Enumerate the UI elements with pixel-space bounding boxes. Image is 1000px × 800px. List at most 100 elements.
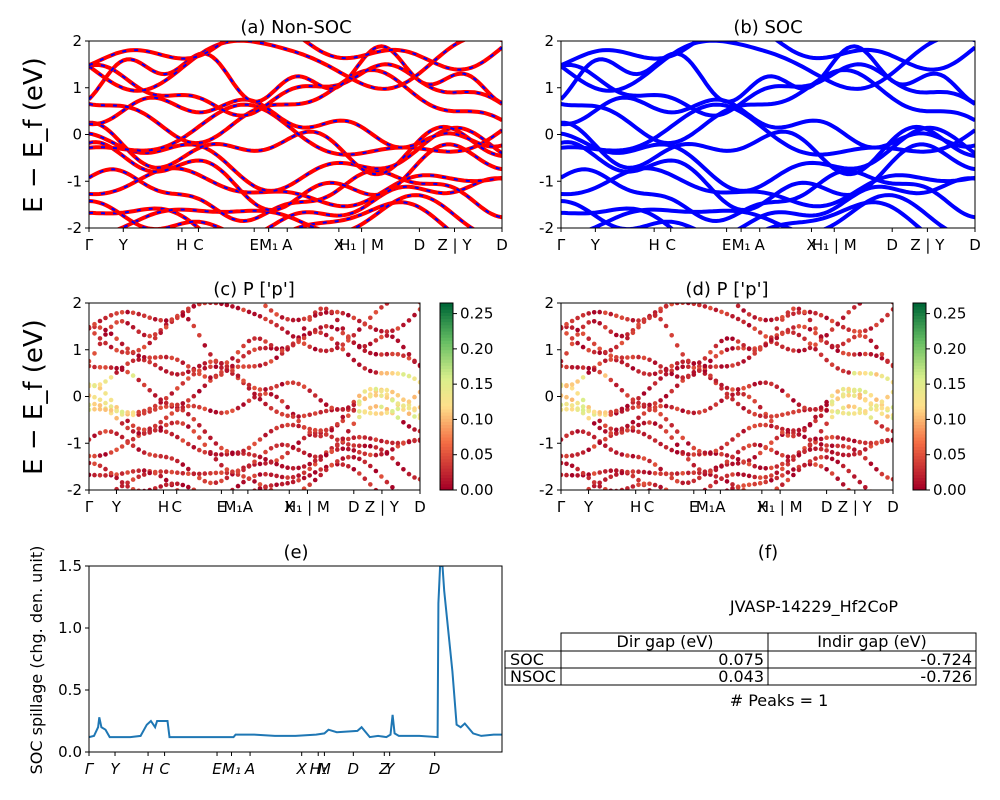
scatter-point	[312, 393, 318, 398]
scatter-point	[395, 393, 401, 398]
scatter-point	[608, 353, 614, 359]
xtick-label: M₁	[224, 498, 243, 516]
scatter-point	[840, 463, 846, 469]
scatter-point	[119, 421, 125, 426]
scatter-point	[880, 296, 885, 301]
scatter-point	[724, 391, 730, 397]
scatter-point	[119, 341, 125, 347]
scatter-point	[869, 297, 874, 302]
colorbar-segment	[440, 474, 453, 479]
scatter-point	[279, 474, 285, 480]
scatter-point	[312, 477, 318, 483]
scatter-point	[691, 445, 697, 451]
scatter-point	[580, 324, 586, 330]
scatter-point	[351, 435, 357, 441]
scatter-point	[163, 400, 169, 406]
scatter-point	[329, 405, 335, 411]
scatter-point	[879, 405, 885, 411]
scatter-point	[686, 441, 691, 446]
scatter-point	[619, 487, 625, 490]
scatter-point	[103, 492, 108, 497]
scatter-point	[680, 450, 685, 455]
colorbar-segment	[913, 468, 926, 472]
scatter-point	[169, 371, 175, 376]
scatter-point	[818, 338, 824, 343]
scatter-point	[857, 303, 863, 306]
scatter-point	[575, 379, 580, 384]
scatter-point	[625, 393, 630, 398]
scatter-point	[641, 469, 647, 475]
scatter-point	[169, 402, 175, 408]
scatter-point	[406, 373, 412, 379]
scatter-point	[130, 325, 136, 330]
scatter-point	[663, 487, 669, 490]
scatter-point	[252, 364, 257, 369]
scatter-point	[669, 368, 674, 374]
scatter-point	[208, 511, 213, 516]
scatter-point	[186, 364, 191, 369]
ytick-label: 0	[544, 126, 554, 144]
scatter-point	[580, 397, 586, 403]
colorbar-segment	[440, 312, 453, 316]
scatter-point	[335, 443, 340, 448]
scatter-point	[829, 318, 835, 324]
scatter-point	[630, 419, 636, 425]
scatter-point	[741, 308, 746, 313]
scatter-point	[818, 442, 824, 447]
xtick-label: D	[348, 498, 360, 516]
material-id: JVASP-14229_Hf2CoP	[729, 597, 899, 617]
scatter-point	[147, 359, 152, 365]
scatter-point	[301, 486, 307, 490]
scatter-point	[329, 448, 335, 454]
scatter-point	[769, 440, 774, 446]
scatter-point	[412, 394, 417, 400]
xtick-label: H	[158, 498, 169, 516]
scatter-point	[791, 433, 796, 439]
scatter-point	[114, 347, 119, 353]
table-cell-dir: 0.043	[718, 667, 764, 686]
scatter-point	[390, 328, 395, 334]
scatter-point	[103, 407, 108, 413]
scatter-points-c	[89, 303, 420, 516]
scatter-point	[641, 456, 647, 461]
scatter-point	[279, 381, 285, 387]
scatter-point	[807, 459, 813, 464]
scatter-point	[119, 480, 125, 485]
scatter-point	[829, 414, 835, 420]
scatter-point	[863, 351, 868, 357]
scatter-point	[746, 355, 752, 361]
scatter-point	[406, 318, 412, 323]
colorbar-segment	[913, 449, 926, 454]
colorbar-segment	[440, 365, 453, 369]
scatter-point	[857, 439, 863, 445]
ylabel-bands-top: E − E_f (eV)	[19, 57, 49, 213]
scatter-point	[257, 314, 263, 319]
scatter-point	[119, 483, 125, 489]
scatter-point	[274, 346, 279, 352]
xtick-label: E	[212, 760, 222, 778]
scatter-point	[868, 440, 874, 446]
scatter-point	[647, 481, 652, 487]
scatter-point	[163, 415, 169, 421]
scatter-point	[575, 452, 580, 457]
scatter-point	[97, 403, 103, 408]
scatter-point	[379, 352, 384, 357]
scatter-point	[285, 347, 290, 352]
scatter-point	[880, 506, 885, 511]
scatter-point	[141, 382, 147, 388]
scatter-point	[257, 392, 263, 398]
colorbar-segment	[913, 399, 926, 404]
scatter-point	[780, 482, 785, 488]
colorbar-segment	[913, 437, 926, 441]
scatter-point	[735, 316, 741, 322]
scatter-point	[763, 491, 768, 496]
scatter-point	[224, 470, 230, 476]
scatter-point	[263, 432, 268, 438]
colorbar-segment	[440, 399, 453, 404]
scatter-point	[597, 484, 602, 489]
spillage-series	[89, 566, 502, 739]
scatter-point	[791, 348, 796, 353]
scatter-point	[307, 482, 313, 488]
xtick-label: M₁	[222, 760, 241, 778]
